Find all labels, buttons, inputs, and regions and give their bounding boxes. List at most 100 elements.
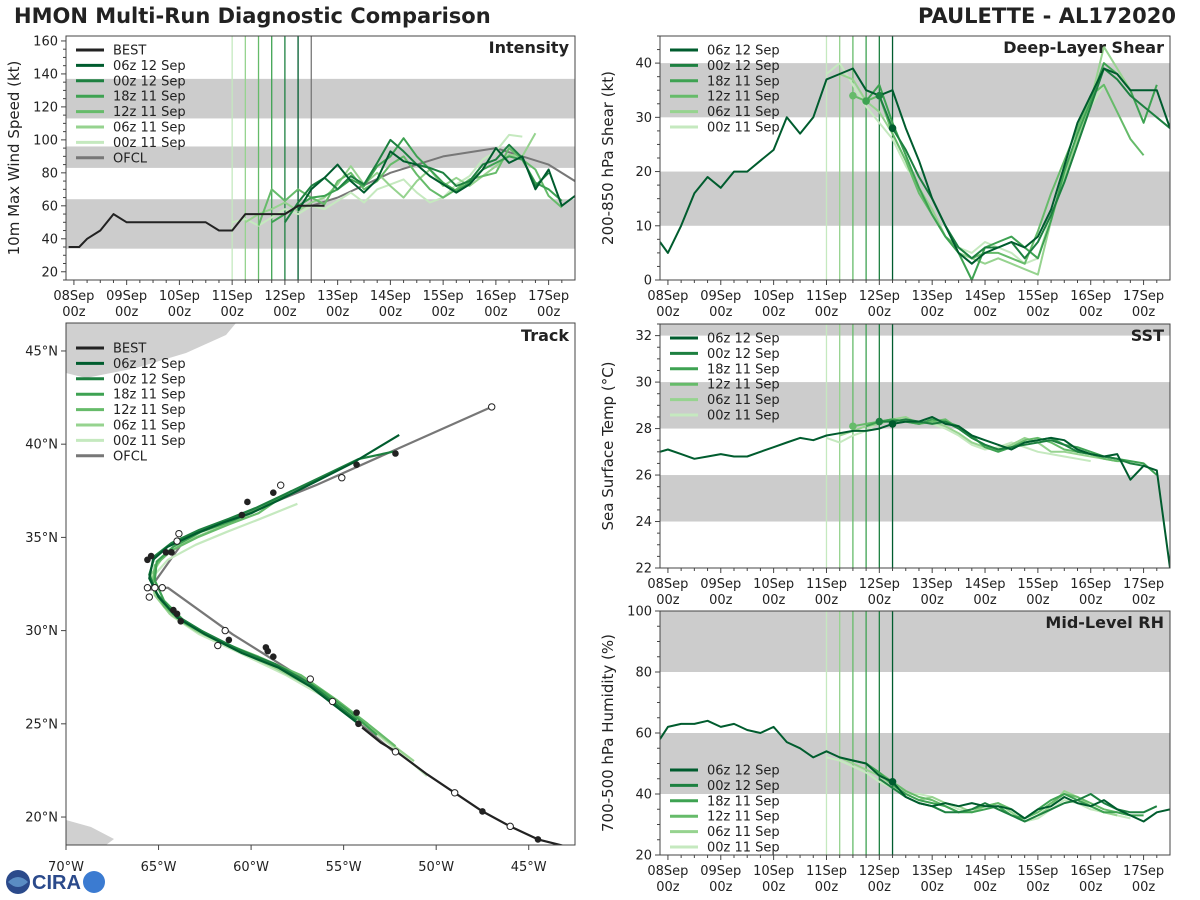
x-tick-label: 16Sep [1070, 289, 1111, 304]
x-tick-label: 08Sep [53, 289, 94, 304]
x-tick-label: 00z [973, 305, 997, 320]
track-forecast-dot [391, 748, 400, 756]
legend-label-06z-12-sep: 06z 12 Sep [707, 44, 780, 59]
land-mass [66, 323, 236, 378]
panel-frame [65, 35, 576, 281]
x-tick-label: 00z [709, 305, 733, 320]
x-tick-label: 00z [762, 593, 786, 608]
track-position-dot [353, 461, 360, 468]
y-tick-label: 160 [33, 34, 58, 49]
track-forecast-dot [221, 626, 229, 635]
y-tick-label: 20 [635, 849, 652, 864]
x-tick-label: 00z [815, 305, 839, 320]
track-position-dot [262, 644, 270, 651]
x-tick-label: 00z [1079, 880, 1103, 895]
legend-label-06z-12-sep: 06z 12 Sep [113, 357, 186, 372]
x-tick-label: 00z [62, 305, 86, 320]
x-tick-label: 00z [379, 305, 403, 320]
x-tick-label: 00z [920, 305, 944, 320]
track-line-06z-12-sep [148, 433, 400, 725]
track-forecast-dot [277, 481, 285, 489]
marker-dot [875, 417, 884, 426]
x-tick-label: 00z [656, 593, 680, 608]
track-forecast-dot [143, 584, 152, 592]
track-position-dot [270, 653, 277, 661]
track-forecast-dot [214, 641, 222, 650]
x-tick-label: 16Sep [475, 289, 516, 304]
y-tick-label: 28 [635, 422, 652, 437]
x-tick-label: 00z [973, 880, 997, 895]
x-tick-label: 00z [1079, 593, 1103, 608]
x-tick-label: 00z [656, 880, 680, 895]
legend-label-12z-11-sep: 12z 11 Sep [113, 403, 186, 418]
cira-logo-text: CIRA [32, 872, 81, 894]
series-line-12z-11-sep [257, 147, 563, 226]
series-line-06z-11-sep [839, 45, 1132, 276]
legend-label-06z-11-sep: 06z 11 Sep [707, 825, 780, 840]
x-tick-label: 10Sep [753, 864, 794, 879]
x-tick-label: 00z [973, 593, 997, 608]
marker-dot [888, 778, 897, 786]
track-line-ofcl [148, 405, 493, 753]
x-tick-label: 17Sep [528, 289, 569, 304]
x-tick-label: 11Sep [212, 289, 253, 304]
y-tick-label: 26 [635, 469, 652, 484]
series-line-06z-11-sep [839, 756, 1118, 823]
x-tick-label: 00z [115, 305, 139, 320]
legend-label-best: BEST [113, 44, 146, 59]
x-tick-label: 00z [709, 880, 733, 895]
panel-frame [659, 323, 1171, 569]
y-tick-label: 30 [635, 376, 652, 391]
x-tick-label: 11Sep [806, 864, 847, 879]
track-line-18z-11-sep [153, 489, 378, 736]
y-tick-label: 120 [33, 100, 58, 115]
legend-label-18z-11-sep: 18z 11 Sep [113, 90, 186, 105]
legend-label-12z-11-sep: 12z 11 Sep [113, 105, 186, 120]
x-tick-label: 00z [168, 305, 192, 320]
x-tick-label: 15Sep [1017, 289, 1058, 304]
x-tick-label: 08Sep [647, 577, 688, 592]
x-tick-label: 00z [868, 593, 892, 608]
figure-title-left: HMON Multi-Run Diagnostic Comparison [14, 4, 491, 28]
track-forecast-dot [158, 584, 166, 592]
x-tick-label: 11Sep [806, 289, 847, 304]
marker-dot [888, 124, 897, 132]
land-mass [66, 820, 114, 845]
x-tick-label: 60°W [233, 860, 269, 875]
x-tick-label: 00z [709, 593, 733, 608]
x-tick-label: 13Sep [317, 289, 358, 304]
y-tick-label: 20°N [25, 811, 58, 826]
track-position-dot [170, 606, 177, 614]
series-line-18z-11-sep [865, 762, 1144, 820]
y-tick-label: 80 [41, 166, 58, 181]
panel-title: Track [521, 326, 569, 345]
x-tick-label: 00z [273, 305, 297, 320]
track-forecast-dot [338, 474, 346, 482]
legend-label-18z-11-sep: 18z 11 Sep [707, 794, 780, 809]
x-tick-label: 08Sep [647, 289, 688, 304]
legend-label-06z-12-sep: 06z 12 Sep [707, 764, 780, 779]
x-tick-label: 00z [762, 305, 786, 320]
series-line-ofcl [311, 147, 575, 207]
x-tick-label: 00z [1026, 880, 1050, 895]
x-tick-label: 08Sep [647, 864, 688, 879]
series-line-06z-12-sep [660, 719, 1170, 823]
cira-swirl-icon [8, 877, 28, 887]
x-tick-label: 12Sep [264, 289, 305, 304]
track-position-dot [238, 511, 246, 519]
legend-label-06z-12-sep: 06z 12 Sep [113, 59, 186, 74]
legend-label-18z-11-sep: 18z 11 Sep [707, 74, 780, 89]
track-line-12z-11-sep [151, 491, 397, 748]
x-tick-label: 00z [868, 305, 892, 320]
x-tick-label: 00z [762, 880, 786, 895]
x-tick-label: 00z [815, 880, 839, 895]
y-tick-label: 10 [635, 219, 652, 234]
series-line-06z-12-sep [660, 416, 1170, 568]
panel-title: Deep-Layer Shear [1003, 38, 1164, 57]
y-axis-label: 10m Max Wind Speed (kt) [5, 61, 23, 256]
marker-dot [862, 97, 870, 105]
panel-title: Intensity [489, 38, 570, 57]
track-forecast-dot [488, 403, 496, 411]
track-position-dot [177, 617, 185, 625]
x-tick-label: 65°W [141, 860, 177, 875]
